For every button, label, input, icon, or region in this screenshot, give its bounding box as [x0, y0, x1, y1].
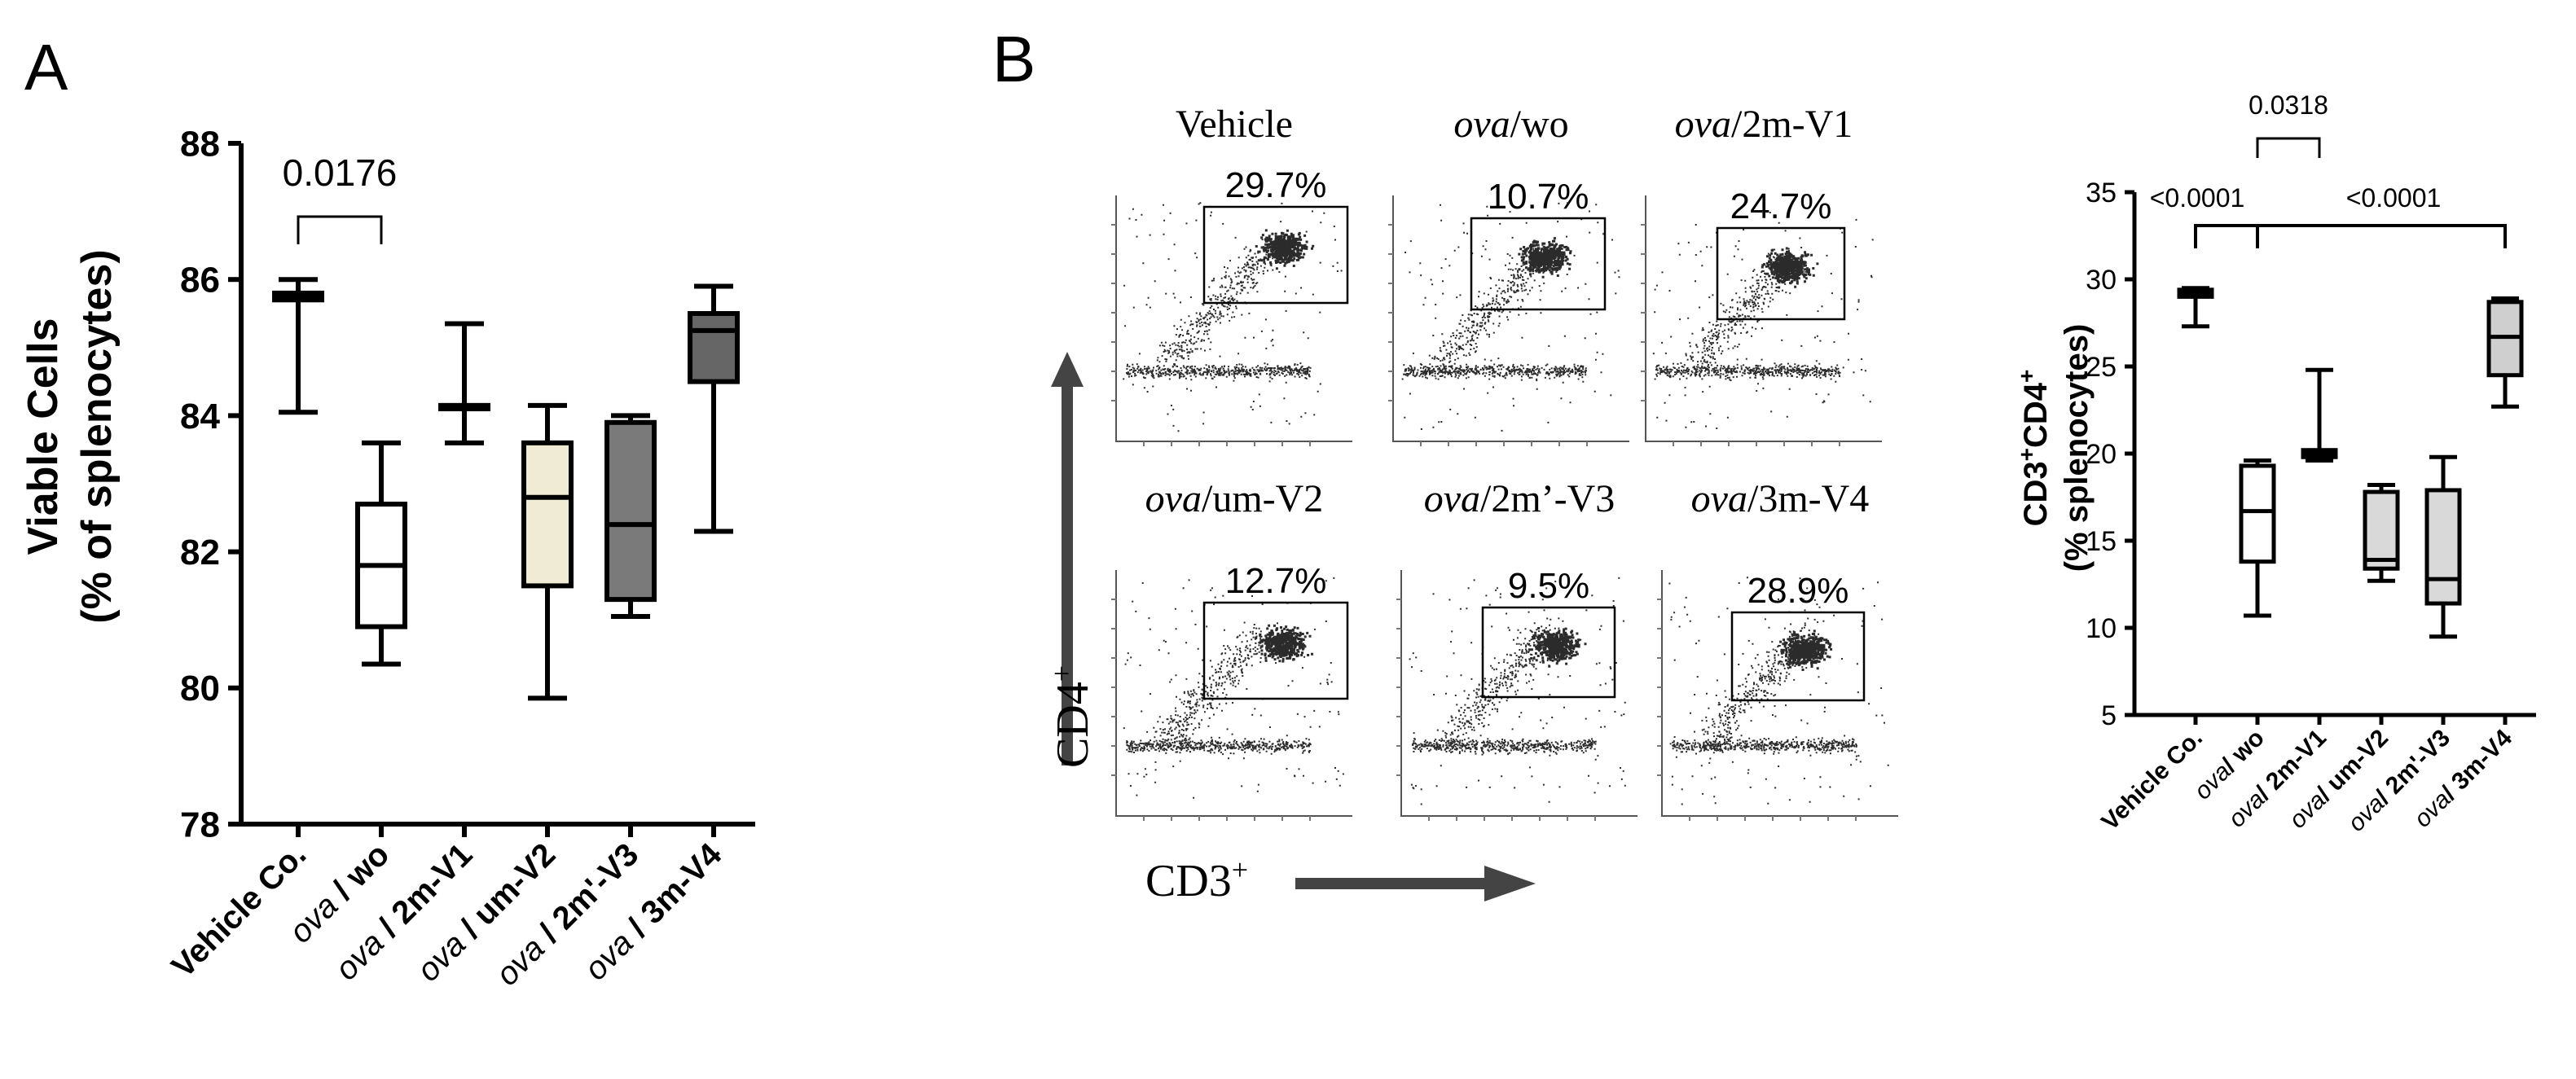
box-3 [521, 402, 574, 701]
box-5 [2486, 296, 2524, 409]
plot-axes [1645, 195, 1882, 442]
box-2 [2301, 367, 2338, 463]
box-3 [2363, 483, 2400, 583]
bracket-line [2256, 224, 2507, 248]
bracket-line [297, 215, 383, 244]
event-dots [1409, 577, 1626, 805]
significance-bracket: 0.0318 [2249, 90, 2328, 158]
flow-axes-arrows: CD4+ CD3+ [1045, 352, 1536, 906]
p-value-label: <0.0001 [2346, 183, 2442, 213]
box-plot-cd3-cd4: CD3+CD4+ (% splenocytes) 5 10 15 20 25 30 35 Ve… [2014, 90, 2536, 837]
y-tick-label: 84 [180, 397, 220, 436]
y-tick-label: 20 [2086, 439, 2117, 470]
cd4-axis-label: CD4+ [1045, 665, 1098, 768]
event-dots [1123, 202, 1343, 432]
cd3-arrow-shaft [1295, 878, 1487, 889]
box-iqr [604, 419, 657, 603]
plot-axes [1115, 570, 1352, 817]
y-tick-label: 30 [2086, 265, 2117, 296]
panel-b-letter: B [992, 23, 1035, 95]
plot-axes [1115, 195, 1352, 442]
box-plot-viability: Viable Cells (% of splenocytes) 78 80 82 84… [20, 124, 755, 993]
flow-cytometry-plots: Vehicle29.7%ova/wo10.7%ova/2m-V124.7%ova… [1045, 103, 1898, 906]
flow-plot-4: ova/um-V2 12.7% [1111, 477, 1352, 821]
box-4 [2424, 454, 2462, 639]
gate-rectangle [1202, 601, 1349, 700]
cd3-axis-label: CD3+ [1145, 853, 1248, 906]
y-tick-label: 82 [180, 533, 220, 572]
box-1 [2239, 458, 2276, 618]
y-tick-label: 35 [2086, 178, 2117, 208]
gate-rectangle [1470, 217, 1607, 311]
gate-rectangle [1202, 205, 1349, 305]
flow-plot-2: ova/wo 10.7% [1388, 103, 1629, 446]
box-iqr [688, 311, 740, 384]
p-value-label: 0.0318 [2249, 90, 2328, 120]
flow-plot-title: ova/3m-V4 [1691, 477, 1870, 520]
cd3-arrow-head [1484, 866, 1536, 901]
flow-plot-5: ova/2m’-V3 9.5% [1396, 477, 1637, 821]
y-tick-label: 80 [180, 669, 220, 708]
gate-percentage: 24.7% [1730, 186, 1832, 226]
event-dots [1123, 577, 1344, 799]
box-2 [438, 321, 490, 445]
box-iqr [2424, 488, 2462, 606]
significance-bracket: 0.0176 [283, 151, 398, 244]
gate-percentage: 10.7% [1488, 177, 1589, 217]
flow-plot-title: ova/2m’-V3 [1424, 477, 1615, 520]
y-tick-label: 88 [180, 124, 220, 164]
box-5 [688, 283, 740, 534]
box-1 [355, 440, 407, 667]
x-tick-label: Vehicle Co. [165, 836, 313, 985]
p-value-label: <0.0001 [2150, 183, 2245, 213]
bracket-line [2194, 224, 2259, 248]
y-tick-label: 25 [2086, 352, 2117, 383]
panel-a-letter: A [24, 31, 68, 103]
box-iqr [2239, 463, 2276, 564]
flow-plot-title: ova/wo [1453, 103, 1568, 146]
flow-plot-title: ova/um-V2 [1145, 477, 1324, 520]
y-tick-label: 10 [2086, 613, 2117, 644]
flow-plot-1: Vehicle 29.7% [1111, 103, 1352, 446]
box-iqr [521, 440, 574, 589]
box-0 [272, 277, 324, 415]
cd4-arrow-head [1051, 352, 1084, 387]
plot-axes [1400, 570, 1637, 817]
significance-bracket: <0.0001 [2150, 183, 2259, 248]
flow-plot-title: ova/2m-V1 [1675, 103, 1853, 146]
box-0 [2177, 286, 2214, 329]
gate-percentage: 12.7% [1225, 561, 1327, 601]
box-4 [604, 413, 657, 620]
x-tick-label: Vehicle Co. [2096, 725, 2208, 836]
y-axis-label: CD3+CD4+ [2014, 370, 2055, 527]
flow-plot-6: ova/3m-V4 28.9% [1657, 477, 1898, 821]
y-tick-label: 78 [180, 805, 220, 844]
box-iqr [2363, 489, 2400, 571]
gate-rectangle [1730, 611, 1866, 702]
event-dots [1652, 211, 1874, 429]
plot-axes [1392, 195, 1629, 442]
p-value-label: 0.0176 [283, 151, 398, 194]
gate-percentage: 9.5% [1508, 566, 1589, 606]
flow-plot-3: ova/2m-V1 24.7% [1641, 103, 1882, 446]
y-tick-label: 15 [2086, 526, 2117, 557]
flow-plot-title: Vehicle [1176, 103, 1293, 146]
y-axis-label-unit: (% splenocytes) [2059, 324, 2095, 572]
y-axis-label: Viable Cells [20, 318, 67, 555]
gate-rectangle [1716, 226, 1846, 321]
gate-percentage: 29.7% [1225, 165, 1327, 205]
y-tick-label: 5 [2101, 700, 2117, 731]
bracket-line [2256, 137, 2321, 158]
y-tick-label: 86 [180, 261, 220, 300]
gate-rectangle [1481, 606, 1616, 699]
y-axis-label-unit: (% of splenocytes) [73, 249, 121, 623]
gate-percentage: 28.9% [1747, 571, 1849, 611]
significance-bracket: <0.0001 [2256, 183, 2507, 248]
cd4-arrow-shaft [1062, 383, 1073, 765]
event-dots [1668, 577, 1889, 805]
plot-axes [1661, 570, 1898, 817]
event-dots [1401, 202, 1620, 432]
